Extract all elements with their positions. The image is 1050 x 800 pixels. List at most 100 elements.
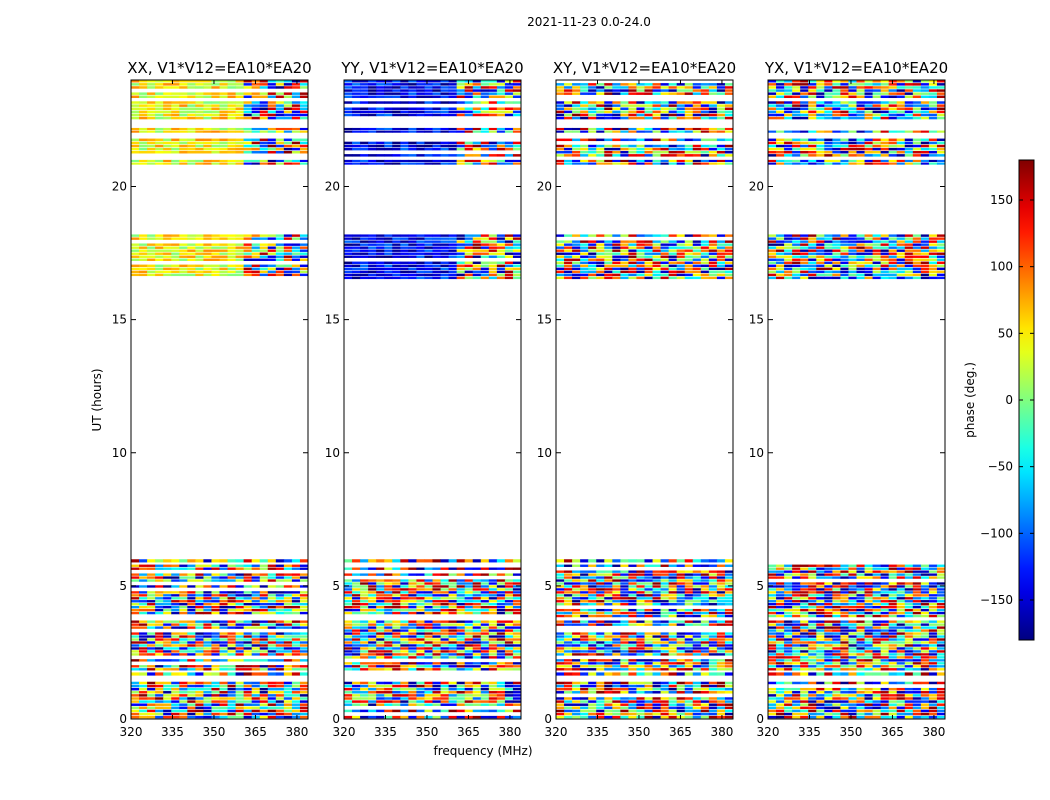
phase-cell [488, 681, 498, 685]
phase-cell [171, 638, 180, 641]
phase-cell [556, 579, 565, 582]
phase-cell [211, 638, 220, 641]
phase-cell [352, 92, 361, 95]
phase-cell [612, 703, 621, 706]
phase-cell [488, 159, 498, 163]
phase-cell [636, 264, 645, 268]
phase-cell [676, 243, 686, 246]
phase-cell [620, 151, 629, 154]
phase-cell [692, 92, 702, 95]
phase-cell [652, 703, 661, 706]
phase-cell [700, 641, 710, 644]
phase-cell [352, 684, 361, 688]
x-tick-label: 320 [120, 725, 143, 739]
phase-cell [243, 641, 253, 644]
phase-cell [620, 600, 629, 603]
phase-cell [147, 83, 156, 86]
phase-cell [163, 605, 172, 609]
phase-cell [187, 273, 196, 277]
phase-cell [195, 559, 204, 563]
phase-cell [620, 611, 629, 615]
phase-cell [636, 681, 645, 685]
phase-cell [275, 130, 285, 133]
phase-cell [572, 130, 581, 133]
phase-cell [267, 706, 277, 710]
phase-cell [187, 234, 196, 237]
phase-cell [139, 162, 148, 165]
phase-cell [251, 650, 261, 653]
phase-cell [464, 113, 474, 117]
phase-cell [700, 86, 710, 89]
phase-cell [368, 267, 377, 271]
phase-cell [179, 273, 188, 277]
phase-cell [424, 605, 433, 609]
phase-cell [227, 641, 236, 644]
phase-cell [620, 110, 629, 114]
phase-cell [400, 603, 409, 606]
phase-cell [211, 138, 220, 142]
phase-cell [179, 691, 188, 694]
phase-cell [179, 264, 188, 268]
phase-cell [708, 270, 718, 274]
phase-cell [512, 681, 522, 685]
phase-cell [588, 653, 597, 656]
phase-cell [368, 240, 377, 243]
phase-cell [131, 611, 140, 615]
phase-cell [392, 107, 401, 110]
phase-cell [179, 694, 188, 697]
phase-cell [219, 687, 228, 691]
phase-cell [472, 270, 482, 274]
phase-cell [163, 83, 172, 86]
phase-cell [352, 594, 361, 597]
phase-cell [227, 694, 236, 697]
phase-cell [676, 151, 686, 154]
phase-cell [155, 92, 164, 95]
phase-cell [512, 567, 522, 570]
phase-cell [392, 86, 401, 89]
phase-cell [496, 101, 506, 104]
phase-cell [416, 144, 425, 148]
phase-cell [384, 623, 393, 626]
phase-cell [684, 697, 694, 700]
phase-cell [504, 709, 514, 713]
phase-cell [259, 564, 269, 567]
phase-cell [179, 672, 188, 676]
phase-cell [588, 650, 597, 653]
phase-cell [724, 89, 734, 92]
phase-cell [448, 591, 458, 594]
phase-cell [676, 608, 686, 612]
phase-cell [564, 270, 573, 274]
phase-cell [636, 638, 645, 641]
phase-cell [203, 564, 212, 567]
phase-cell [187, 650, 196, 653]
phase-cell [368, 641, 377, 644]
phase-cell [684, 276, 694, 280]
phase-cell [368, 700, 377, 703]
phase-cell [716, 255, 726, 258]
phase-cell [556, 620, 565, 623]
phase-cell [267, 591, 277, 594]
phase-cell [432, 80, 441, 83]
phase-cell [131, 681, 140, 685]
phase-cell [580, 632, 589, 635]
phase-cell [352, 243, 361, 246]
phase-cell [291, 715, 301, 719]
phase-cell [440, 700, 449, 703]
phase-cell [724, 653, 734, 656]
phase-cell [496, 264, 506, 268]
phase-cell [580, 127, 589, 131]
phase-cell [179, 579, 188, 582]
phase-cell [676, 697, 686, 700]
phase-cell [596, 653, 605, 656]
phase-cell [496, 638, 506, 641]
phase-cell [464, 635, 474, 638]
phase-cell [171, 151, 180, 154]
phase-cell [155, 703, 164, 706]
phase-cell [692, 681, 702, 685]
phase-cell [448, 573, 458, 576]
phase-cell [392, 608, 401, 612]
phase-cell [684, 709, 694, 713]
phase-cell [291, 632, 301, 635]
phase-cell [235, 234, 245, 237]
